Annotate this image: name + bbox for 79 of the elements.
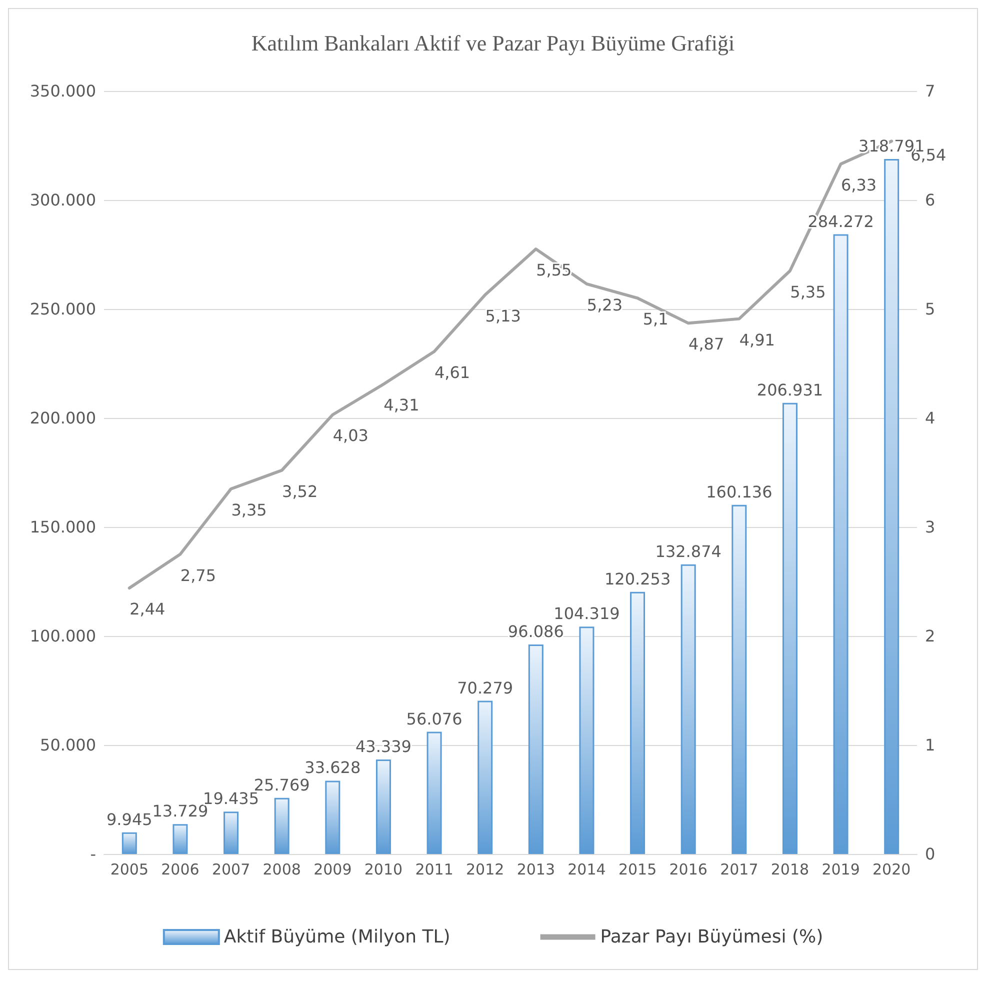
bar: [782, 402, 798, 854]
y-tick-label: 300.000: [30, 190, 96, 210]
data-label: 56.076: [406, 709, 462, 728]
y2-tick-label: 7: [925, 82, 936, 100]
data-label: 4,31: [384, 396, 420, 415]
bar: [325, 780, 340, 854]
x-tick-label: 2009: [314, 860, 352, 878]
data-label: 25.769: [254, 775, 310, 794]
x-tick-label: 2020: [872, 860, 911, 878]
data-label: 206.931: [756, 380, 824, 400]
data-label: 2,44: [130, 600, 166, 619]
x-tick-label: 2013: [516, 860, 555, 878]
data-label: 4,03: [332, 426, 368, 446]
x-tick-label: 2019: [822, 860, 860, 878]
data-label: 104.319: [554, 604, 620, 624]
chart-title: Katılım Bankaları Aktif ve Pazar Payı Büyüme Grafiği: [251, 30, 735, 56]
bar: [732, 504, 747, 854]
y2-tick-label: 4: [925, 408, 936, 428]
data-label: 5,55: [536, 260, 572, 280]
data-label: 9.945: [106, 810, 152, 829]
x-tick-label: 2015: [618, 860, 657, 878]
bar: [680, 564, 696, 854]
legend-label: Aktif Büyüme (Milyon TL): [224, 926, 450, 948]
x-tick-label: 2010: [364, 860, 403, 878]
bar: [884, 159, 900, 854]
data-label: 5,35: [790, 282, 826, 302]
x-tick-label: 2014: [568, 860, 606, 878]
data-label: 5,13: [485, 306, 521, 326]
x-tick-label: 2006: [161, 860, 200, 878]
data-label: 70.279: [457, 678, 514, 698]
y2-tick-label: 2: [925, 626, 936, 646]
x-tick-label: 2005: [110, 860, 148, 878]
y-tick-label: 100.000: [30, 626, 96, 646]
legend-label: Pazar Payı Büyümesi (%): [600, 926, 824, 948]
x-tick-label: 2016: [669, 860, 708, 878]
bar: [528, 644, 544, 854]
data-label: 4,87: [688, 334, 724, 354]
y-tick-label: 150.000: [30, 518, 96, 536]
y-tick-label: 250.000: [30, 300, 96, 318]
y-tick-label: 200.000: [30, 408, 96, 428]
data-label: 33.628: [304, 758, 361, 778]
x-tick-label: 2012: [466, 860, 504, 878]
bar: [274, 798, 290, 854]
x-tick-label: 2011: [415, 860, 454, 878]
bar: [833, 234, 848, 854]
data-label: 160.136: [706, 482, 772, 502]
bar: [478, 700, 493, 854]
bar: [224, 812, 239, 854]
bar: [376, 760, 391, 854]
bar: [426, 732, 442, 854]
y-tick-label: -: [90, 844, 96, 864]
y2-tick-label: 3: [925, 518, 936, 536]
data-label: 5,23: [586, 295, 623, 314]
data-label: 2,75: [180, 566, 216, 585]
data-label: 6,33: [840, 176, 877, 195]
data-label: 43.339: [355, 737, 412, 756]
y2-tick-label: 6: [925, 190, 936, 210]
y-tick-label: 50.000: [40, 736, 96, 754]
data-label: 284.272: [808, 212, 874, 231]
y2-tick-label: 0: [925, 844, 936, 864]
data-label: 4,61: [434, 363, 470, 382]
bar: [630, 592, 646, 854]
y-tick-label: 350.000: [30, 82, 96, 100]
data-label: 96.086: [508, 622, 564, 642]
data-label: 132.874: [655, 542, 722, 561]
data-label: 4,91: [739, 330, 775, 350]
bar: [172, 824, 188, 854]
x-tick-label: 2018: [770, 860, 810, 878]
data-label: 3,52: [282, 482, 318, 501]
x-tick-label: 2008: [262, 860, 301, 878]
x-tick-label: 2017: [720, 860, 758, 878]
y2-tick-label: 5: [925, 300, 936, 318]
data-label: 5,1: [642, 310, 668, 329]
bar: [122, 832, 137, 854]
y2-tick-label: 1: [925, 736, 936, 754]
data-label: 120.253: [604, 569, 671, 588]
data-label: 3,35: [231, 500, 267, 520]
x-tick-label: 2007: [212, 860, 250, 878]
bar: [579, 626, 594, 854]
